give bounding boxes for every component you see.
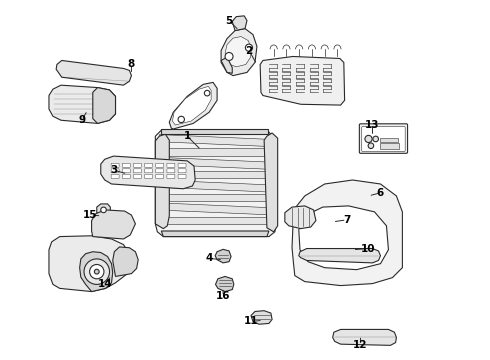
Text: 5: 5 xyxy=(225,15,233,26)
Circle shape xyxy=(225,53,233,60)
Polygon shape xyxy=(221,57,232,73)
Polygon shape xyxy=(113,247,138,276)
FancyBboxPatch shape xyxy=(133,169,142,173)
Polygon shape xyxy=(159,171,270,178)
Polygon shape xyxy=(101,156,195,189)
Polygon shape xyxy=(216,276,234,292)
Polygon shape xyxy=(56,60,131,85)
Polygon shape xyxy=(93,87,116,123)
Text: 3: 3 xyxy=(110,165,117,175)
Polygon shape xyxy=(97,204,110,216)
Polygon shape xyxy=(159,217,270,224)
Bar xyxy=(380,143,399,149)
FancyBboxPatch shape xyxy=(111,169,119,173)
FancyBboxPatch shape xyxy=(156,169,164,173)
Polygon shape xyxy=(49,85,116,123)
FancyBboxPatch shape xyxy=(145,163,152,167)
FancyBboxPatch shape xyxy=(178,163,186,167)
Polygon shape xyxy=(333,329,396,345)
FancyBboxPatch shape xyxy=(156,175,164,179)
Circle shape xyxy=(245,44,252,51)
Circle shape xyxy=(101,207,106,213)
Text: 7: 7 xyxy=(343,215,350,225)
Text: 4: 4 xyxy=(205,253,213,264)
Polygon shape xyxy=(159,157,270,169)
FancyBboxPatch shape xyxy=(122,163,130,167)
Text: 8: 8 xyxy=(128,59,135,69)
Polygon shape xyxy=(299,248,380,263)
Polygon shape xyxy=(169,82,217,129)
FancyBboxPatch shape xyxy=(167,163,175,167)
Circle shape xyxy=(204,90,210,96)
Polygon shape xyxy=(292,180,402,285)
Text: 11: 11 xyxy=(244,316,258,327)
Polygon shape xyxy=(215,249,231,263)
Polygon shape xyxy=(155,130,277,237)
FancyBboxPatch shape xyxy=(178,169,186,173)
FancyBboxPatch shape xyxy=(111,163,119,167)
FancyBboxPatch shape xyxy=(167,175,175,179)
Polygon shape xyxy=(49,236,131,292)
FancyBboxPatch shape xyxy=(178,175,186,179)
Polygon shape xyxy=(221,28,257,76)
Polygon shape xyxy=(225,37,251,67)
Text: 15: 15 xyxy=(83,210,98,220)
Text: 16: 16 xyxy=(216,291,230,301)
Polygon shape xyxy=(159,194,270,201)
FancyBboxPatch shape xyxy=(145,175,152,179)
Polygon shape xyxy=(264,133,278,232)
Circle shape xyxy=(90,265,104,279)
Polygon shape xyxy=(172,86,211,125)
Polygon shape xyxy=(285,206,316,229)
FancyBboxPatch shape xyxy=(362,127,405,151)
Bar xyxy=(380,138,398,142)
FancyBboxPatch shape xyxy=(145,169,152,173)
Circle shape xyxy=(95,269,99,274)
Text: 9: 9 xyxy=(78,115,85,125)
Polygon shape xyxy=(260,57,344,105)
Text: 12: 12 xyxy=(353,340,368,350)
Text: 14: 14 xyxy=(98,279,112,289)
Polygon shape xyxy=(161,129,268,134)
Polygon shape xyxy=(251,311,272,324)
FancyBboxPatch shape xyxy=(111,175,119,179)
Text: 2: 2 xyxy=(245,45,253,55)
FancyBboxPatch shape xyxy=(122,175,130,179)
Text: 1: 1 xyxy=(184,131,191,141)
Text: 10: 10 xyxy=(361,243,376,253)
Polygon shape xyxy=(159,148,270,156)
Circle shape xyxy=(373,136,378,142)
FancyBboxPatch shape xyxy=(167,169,175,173)
Polygon shape xyxy=(161,231,269,237)
FancyBboxPatch shape xyxy=(122,169,130,173)
FancyBboxPatch shape xyxy=(133,163,142,167)
Circle shape xyxy=(178,116,184,123)
Polygon shape xyxy=(155,134,169,229)
Polygon shape xyxy=(159,135,270,147)
Circle shape xyxy=(84,259,110,284)
Polygon shape xyxy=(80,252,113,292)
FancyBboxPatch shape xyxy=(359,124,408,153)
FancyBboxPatch shape xyxy=(133,175,142,179)
Polygon shape xyxy=(159,180,270,192)
Text: 6: 6 xyxy=(377,188,384,198)
Circle shape xyxy=(368,143,374,149)
Polygon shape xyxy=(232,16,247,31)
Polygon shape xyxy=(299,206,389,270)
Polygon shape xyxy=(159,203,270,215)
Polygon shape xyxy=(92,210,135,239)
FancyBboxPatch shape xyxy=(156,163,164,167)
Circle shape xyxy=(365,135,372,143)
Text: 13: 13 xyxy=(365,120,380,130)
